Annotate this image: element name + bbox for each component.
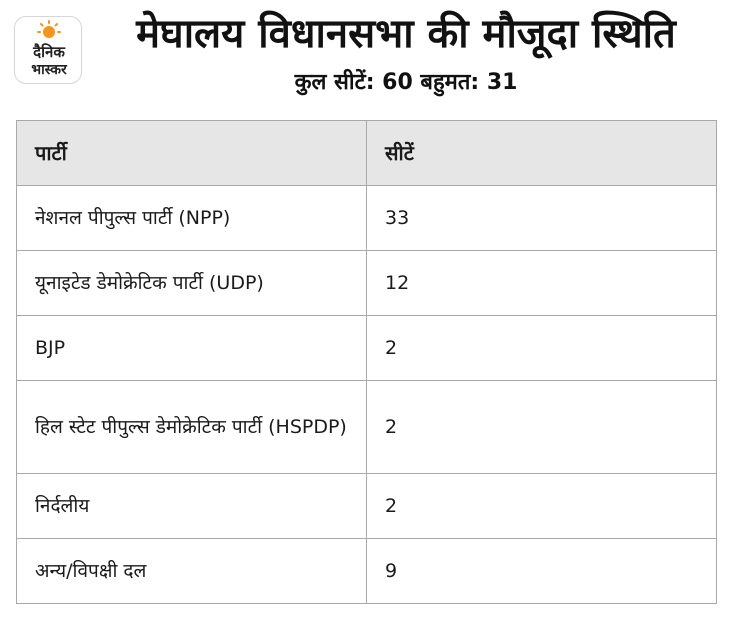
seat-count: 2	[366, 473, 717, 539]
party-name: BJP	[16, 315, 367, 381]
party-name: हिल स्टेट पीपुल्स डेमोक्रेटिक पार्टी (HS…	[16, 380, 367, 474]
table-row: हिल स्टेट पीपुल्स डेमोक्रेटिक पार्टी (HS…	[16, 380, 717, 474]
seat-count: 9	[366, 538, 717, 604]
sun-logo-icon: दैनिक भास्कर	[31, 20, 68, 78]
table-header-row: पार्टी सीटें	[16, 120, 717, 186]
column-header-seats: सीटें	[366, 120, 717, 186]
seat-count: 2	[366, 380, 717, 474]
column-header-party: पार्टी	[16, 120, 367, 186]
table-row: BJP 2	[16, 315, 717, 381]
seats-table: पार्टी सीटें नेशनल पीपुल्स पार्टी (NPP) …	[16, 120, 717, 604]
seat-count: 33	[366, 185, 717, 251]
seat-count: 12	[366, 250, 717, 316]
page-subtitle: कुल सीटें: 60 बहुमत: 31	[294, 70, 518, 95]
seat-count: 2	[366, 315, 717, 381]
logo-line1: दैनिक	[32, 43, 66, 61]
party-name: निर्दलीय	[16, 473, 367, 539]
page-title: मेघालय विधानसभा की मौजूदा स्थिति	[136, 11, 676, 57]
party-name: अन्य/विपक्षी दल	[16, 538, 367, 604]
table-row: नेशनल पीपुल्स पार्टी (NPP) 33	[16, 185, 717, 251]
dainik-bhaskar-logo: दैनिक भास्कर	[14, 16, 82, 84]
table-row: निर्दलीय 2	[16, 473, 717, 539]
party-name: यूनाइटेड डेमोक्रेटिक पार्टी (UDP)	[16, 250, 367, 316]
logo-line2: भास्कर	[31, 62, 68, 78]
party-name: नेशनल पीपुल्स पार्टी (NPP)	[16, 185, 367, 251]
table-row: अन्य/विपक्षी दल 9	[16, 538, 717, 604]
table-row: यूनाइटेड डेमोक्रेटिक पार्टी (UDP) 12	[16, 250, 717, 316]
